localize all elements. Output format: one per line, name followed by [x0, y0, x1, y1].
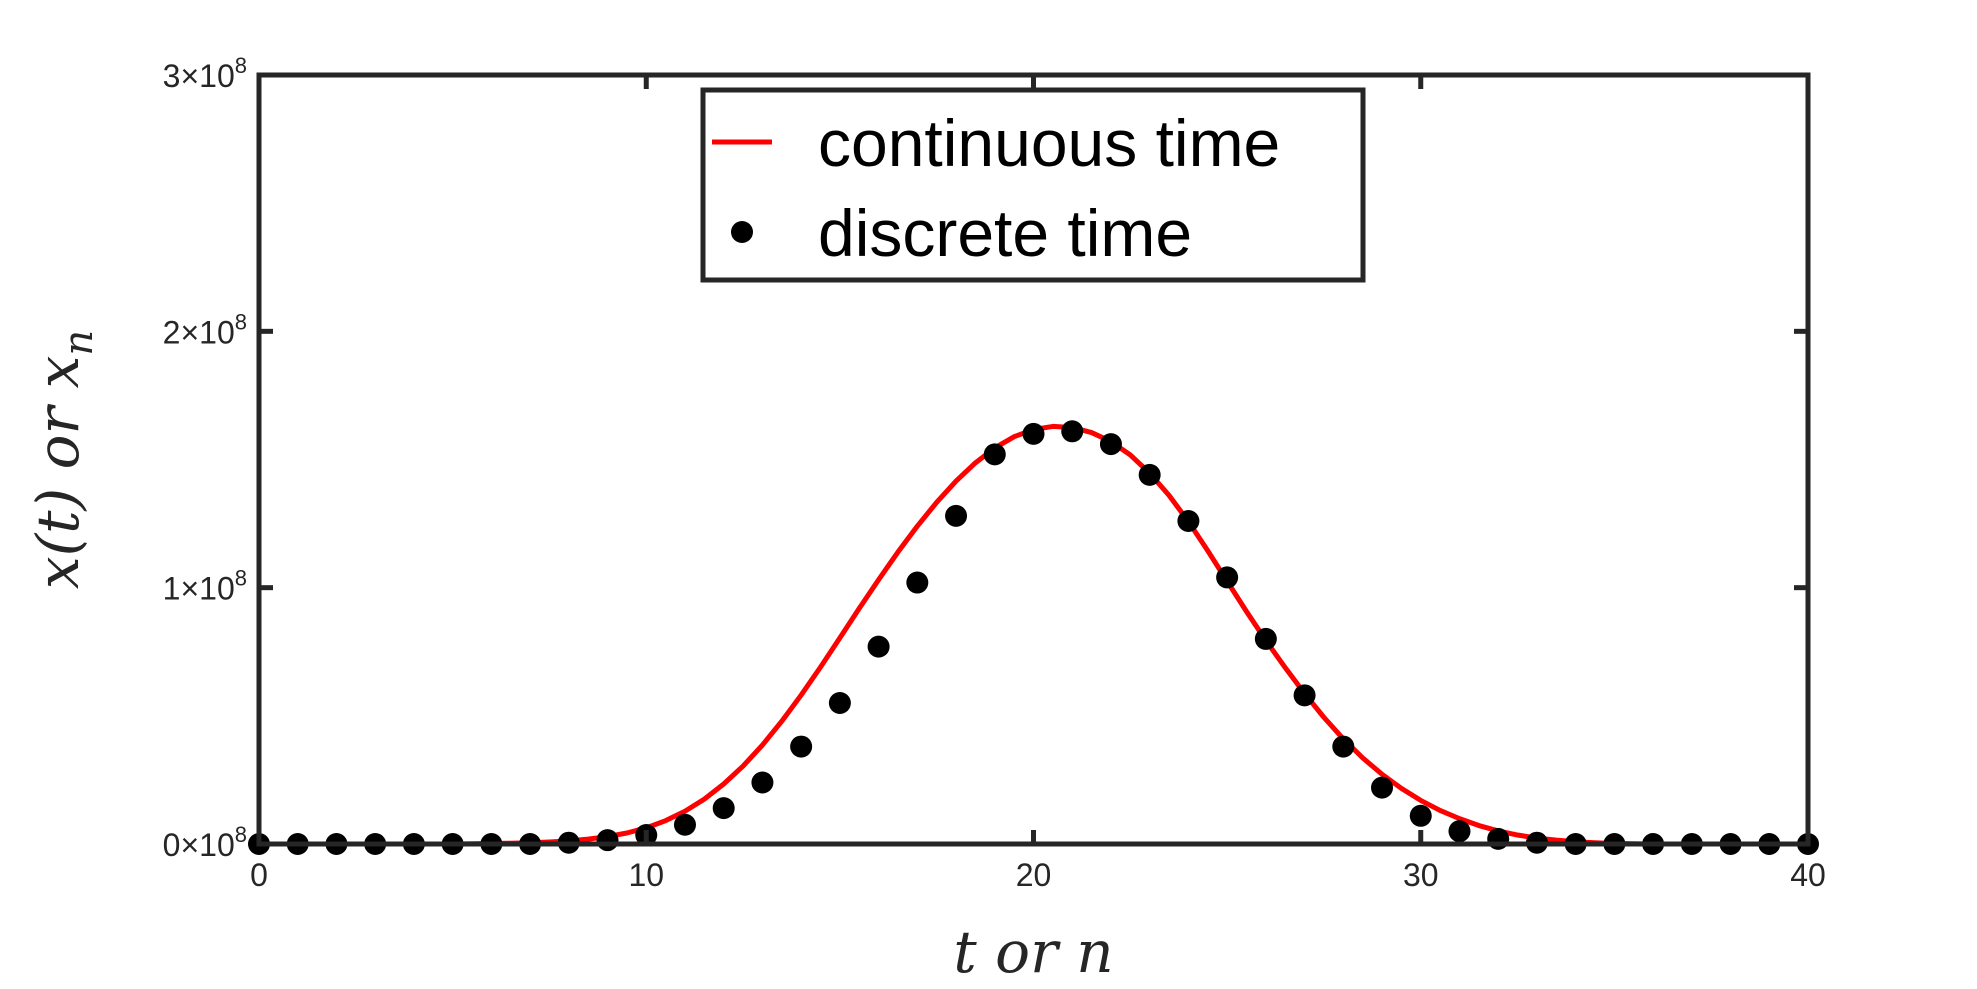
discrete-point [828, 692, 851, 715]
discrete-point [1022, 422, 1045, 445]
y-tick-label: 2×108 [163, 309, 247, 350]
discrete-point [1487, 827, 1510, 850]
discrete-point [596, 829, 619, 852]
discrete-point [867, 635, 890, 658]
x-tick-label: 40 [1790, 857, 1826, 893]
discrete-point [1177, 510, 1200, 533]
axis-labels: t or n x(t) or xn [24, 330, 1114, 986]
x-tick-label: 0 [250, 857, 268, 893]
legend: continuous time discrete time [700, 87, 1366, 283]
x-tick-label: 10 [628, 857, 664, 893]
discrete-point [790, 735, 813, 758]
discrete-point [1099, 433, 1122, 456]
discrete-point [1061, 420, 1084, 443]
discrete-point [1332, 735, 1355, 758]
legend-marker-swatch [731, 221, 753, 243]
legend-box [700, 87, 1366, 283]
series-line-continuous-time [256, 423, 1811, 847]
legend-label-continuous: continuous time [818, 106, 1280, 180]
y-axis-label: x(t) or xn [24, 330, 102, 589]
discrete-point [1254, 627, 1277, 650]
discrete-point [906, 571, 929, 594]
legend-label-discrete: discrete time [818, 196, 1192, 270]
x-tick-label: 30 [1403, 857, 1439, 893]
discrete-point [945, 504, 968, 527]
discrete-point [751, 771, 774, 794]
discrete-point [673, 813, 696, 836]
discrete-point [983, 443, 1006, 466]
discrete-point [1216, 566, 1239, 589]
x-axis-label: t or n [953, 918, 1113, 986]
discrete-point [712, 797, 735, 820]
discrete-point [1448, 820, 1471, 843]
discrete-point [1138, 463, 1161, 486]
plot-area [248, 420, 1819, 855]
x-tick-label: 20 [1016, 857, 1052, 893]
y-tick-label: 1×108 [163, 566, 247, 607]
axes: 0 10 20 30 40 0×108 1×108 2×108 3×108 [163, 53, 1826, 893]
discrete-point [1371, 776, 1394, 799]
y-tick-label: 0×108 [163, 822, 247, 863]
discrete-point [1409, 804, 1432, 827]
y-tick-label: 3×108 [163, 53, 247, 94]
discrete-point [1293, 684, 1316, 707]
